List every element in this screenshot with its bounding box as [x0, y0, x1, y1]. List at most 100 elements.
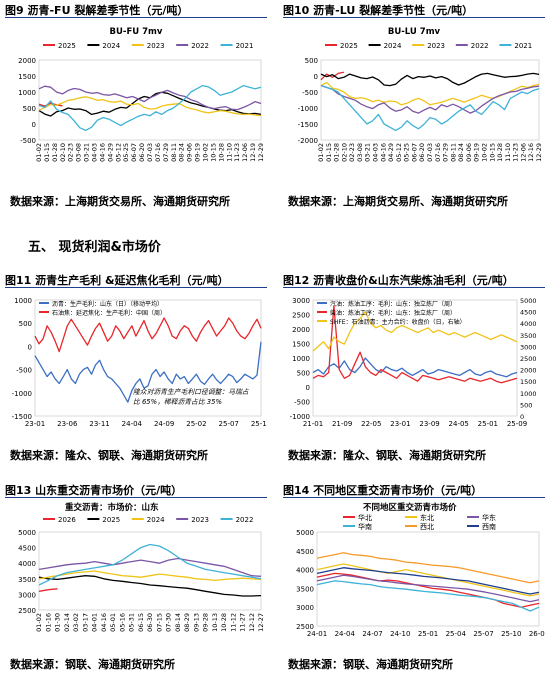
y-tick-label: 2000 [18, 57, 36, 65]
legend-label: SHFE：石油沥青：主力合约：收盘价（日，右轴） [330, 318, 466, 326]
y-tick-label: -1000 [12, 390, 32, 398]
annotation-text: 隆众对沥青生产毛利口径调整：马瑞占 [133, 388, 250, 396]
plot-frame [316, 531, 540, 627]
x-tick-label: 24-04 [335, 630, 356, 638]
series-line-3 [316, 580, 540, 612]
x-tick-label: 25-07 [219, 420, 239, 428]
x-tick-label: 03-08 [356, 143, 364, 162]
y-tick-label: 1000 [292, 355, 310, 363]
x-tick-label: 07-29 [162, 143, 170, 162]
x-tick-label: 24-01 [307, 630, 327, 638]
x-tick-label: 05-25 [403, 143, 411, 162]
y-tick-label: 2500 [296, 623, 314, 631]
chart-title: BU-FU 7mv [110, 27, 163, 37]
x-tick-label: 07-03 [426, 143, 434, 162]
x-tick-label: 24-10 [390, 630, 410, 638]
x-tick-label: 11-23 [512, 143, 520, 162]
series-line-1 [312, 305, 518, 384]
series-line-4 [38, 84, 262, 132]
series-line-1 [316, 563, 540, 597]
legend-label: 2022 [236, 516, 254, 524]
series-line-2 [316, 574, 540, 603]
x-tick-label: 11-10 [504, 143, 512, 162]
plot-frame [312, 299, 518, 417]
title-rule [5, 287, 267, 288]
y-tick-label: -1500 [12, 413, 32, 421]
x-tick-label: 06-20 [138, 143, 146, 162]
x-tick-label: 07-30 [165, 613, 173, 632]
x-tick-label: 03-21 [83, 143, 91, 162]
x-tick-label: 12-06 [241, 143, 249, 162]
series-line-2 [38, 96, 262, 117]
source-note-9: 数据来源：上海期货交易所、海通期货研究所 [10, 195, 230, 208]
source-note-11: 数据来源：隆众、钢联、海通期货研究所 [10, 449, 208, 462]
figure-14: 图14 不同地区重交沥青市场价（元/吨） 不同地区重交沥青市场价 2500 3000… [283, 482, 545, 652]
legend-label: 2023 [427, 42, 445, 50]
x-tick-label: 10-13 [211, 613, 219, 632]
title-rule [5, 17, 267, 18]
x-tick-label: 08-11 [170, 143, 178, 162]
title-rule [283, 17, 545, 18]
legend-label: 西北 [420, 523, 434, 531]
x-tick-label: 09-13 [192, 613, 200, 632]
x-tick-label: 04-29 [106, 143, 114, 162]
x-tick-label: 02-10 [340, 143, 348, 162]
title-rule [283, 497, 545, 498]
x-tick-label: 04-03 [91, 143, 99, 162]
x-tick-label: 25-07 [473, 630, 493, 638]
x-tick-label: 24-07 [362, 630, 382, 638]
x-tick-label: 25-09 [507, 420, 527, 428]
y-tick-label: -1500 [298, 121, 318, 129]
x-tick-label: 01-28 [333, 143, 341, 162]
x-tick-label: 23-11 [89, 420, 109, 428]
legend-label: 华东 [482, 513, 496, 522]
legend-label: 2025 [58, 42, 76, 50]
y-tick-label: 0 [306, 384, 310, 392]
series-line-5 [316, 567, 540, 595]
x-tick-label: 10-15 [488, 143, 496, 162]
x-tick-label: 12-19 [249, 143, 257, 162]
legend-label: 东北 [420, 513, 434, 522]
x-tick-label: 26-01 [529, 630, 545, 638]
y2-tick-label: 0 [520, 413, 524, 421]
source-note-12: 数据来源：隆众、钢联、海通期货研究所 [288, 449, 486, 462]
series-line-4 [316, 552, 540, 584]
legend-label: 2024 [384, 42, 402, 50]
x-tick-label: 21-09 [332, 420, 352, 428]
x-tick-label: 12-29 [535, 143, 543, 162]
legend-label: 2023 [147, 42, 165, 50]
x-tick-label: 09-28 [202, 613, 210, 632]
legend-label: 华南 [358, 522, 372, 531]
x-tick-label: 06-30 [146, 613, 154, 632]
y-tick-label: 0 [32, 121, 36, 129]
series-line-1 [34, 317, 262, 353]
x-tick-label: 23-01 [25, 420, 45, 428]
x-tick-label: 11-27 [239, 613, 247, 632]
y2-tick-label: 1500 [520, 378, 537, 386]
x-tick-label: 10-28 [220, 613, 228, 632]
y-tick-label: 1000 [14, 297, 32, 305]
x-tick-label: 03-08 [75, 143, 83, 162]
x-tick-label: 07-16 [434, 143, 442, 162]
legend-label: 2025 [102, 516, 120, 524]
plot-frame [34, 299, 262, 417]
x-tick-label: 10-02 [202, 143, 210, 162]
x-tick-label: 01-15 [325, 143, 333, 162]
chart-title: 不同地区重交沥青市场价 [363, 502, 457, 513]
x-tick-label: 09-06 [465, 143, 473, 162]
x-tick-label: 25-10 [501, 630, 521, 638]
x-tick-label: 02-10 [59, 143, 67, 162]
x-tick-label: 08-29 [183, 613, 191, 632]
series-line-1 [38, 91, 262, 117]
x-tick-label: 09-19 [194, 143, 202, 162]
figure-title: 图10 沥青-LU 裂解差季节性（元/吨） [283, 4, 474, 17]
x-tick-label: 04-16 [100, 613, 108, 632]
x-tick-label: 06-07 [130, 143, 138, 162]
figure-title: 图12 沥青收盘价&山东汽柴炼油毛利（元/吨） [283, 274, 514, 287]
x-tick-label: 06-15 [137, 613, 145, 632]
y-tick-label: 3500 [18, 576, 36, 584]
y-tick-label: -1000 [290, 413, 310, 421]
legend-label: 2022 [191, 42, 209, 50]
x-tick-label: 25-12 [251, 420, 267, 428]
